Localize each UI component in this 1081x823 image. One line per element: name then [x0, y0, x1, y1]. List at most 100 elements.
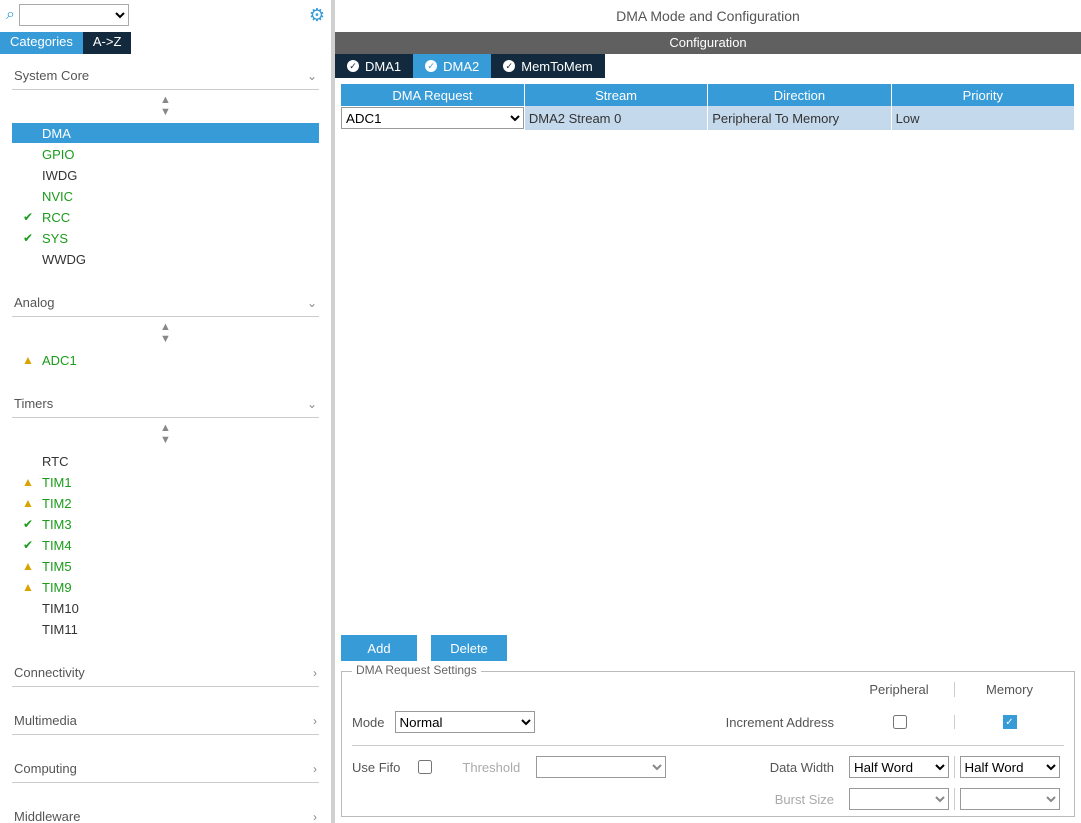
section-header-system-core[interactable]: System Core ⌄	[12, 62, 319, 90]
section-title: System Core	[14, 68, 89, 83]
left-panel: ⌕ ⚙ Categories A->Z System Core ⌄ ▲▼ DMA…	[0, 0, 335, 823]
warning-icon: ▲	[20, 580, 36, 594]
threshold-label: Threshold	[462, 760, 520, 775]
col-dma-request[interactable]: DMA Request	[341, 84, 524, 106]
list-item[interactable]: ▲ TIM2	[12, 493, 319, 513]
item-label: NVIC	[36, 189, 73, 204]
section-header-middleware[interactable]: Middleware ›	[12, 803, 319, 823]
list-item[interactable]: ▲ TIM5	[12, 556, 319, 576]
col-priority[interactable]: Priority	[891, 84, 1074, 106]
list-item[interactable]: DMA	[12, 123, 319, 143]
chevron-right-icon: ›	[313, 762, 317, 776]
warning-icon: ▲	[20, 496, 36, 510]
burst-size-label: Burst Size	[775, 792, 834, 807]
section-multimedia: Multimedia ›	[12, 707, 319, 735]
list-item[interactable]: ✔ TIM4	[12, 535, 319, 555]
section-system-core: System Core ⌄ ▲▼ DMA GPIO IWDG NVIC ✔ RC…	[12, 62, 319, 269]
data-width-peripheral-select[interactable]: Half Word	[849, 756, 949, 778]
page-title: DMA Mode and Configuration	[335, 0, 1081, 32]
item-label: SYS	[36, 231, 68, 246]
button-row: Add Delete	[335, 635, 1081, 661]
item-label: TIM10	[36, 601, 79, 616]
check-icon	[425, 60, 437, 72]
sort-icon[interactable]: ▲▼	[12, 90, 319, 122]
chevron-right-icon: ›	[313, 714, 317, 728]
warning-icon: ▲	[20, 353, 36, 367]
list-item[interactable]: ✔ RCC	[12, 207, 319, 227]
section-header-timers[interactable]: Timers ⌄	[12, 390, 319, 418]
list-item[interactable]: TIM10	[12, 598, 319, 618]
section-title: Multimedia	[14, 713, 77, 728]
list-item[interactable]: RTC	[12, 451, 319, 471]
check-icon: ✔	[20, 231, 36, 245]
tab-dma1[interactable]: DMA1	[335, 54, 413, 78]
right-panel: DMA Mode and Configuration Configuration…	[335, 0, 1081, 823]
section-middleware: Middleware ›	[12, 803, 319, 823]
chevron-down-icon: ⌄	[307, 69, 317, 83]
list-item[interactable]: TIM11	[12, 619, 319, 639]
category-scroll[interactable]: System Core ⌄ ▲▼ DMA GPIO IWDG NVIC ✔ RC…	[0, 54, 331, 823]
item-label: TIM2	[36, 496, 72, 511]
section-header-analog[interactable]: Analog ⌄	[12, 289, 319, 317]
settings-legend: DMA Request Settings	[352, 663, 481, 677]
item-label: ADC1	[36, 353, 77, 368]
cell-priority: Low	[891, 106, 1074, 130]
tab-label: DMA1	[365, 59, 401, 74]
increment-address-label: Increment Address	[726, 715, 834, 730]
burst-peripheral-select[interactable]	[849, 788, 949, 810]
list-item[interactable]: ✔ TIM3	[12, 514, 319, 534]
delete-button[interactable]: Delete	[431, 635, 507, 661]
list-item[interactable]: ▲ ADC1	[12, 350, 319, 370]
dma-request-settings: DMA Request Settings Peripheral Memory M…	[341, 671, 1075, 817]
table-row[interactable]: ADC1 DMA2 Stream 0 Peripheral To Memory …	[341, 106, 1075, 130]
search-select[interactable]	[19, 4, 129, 26]
item-label: TIM11	[36, 622, 78, 637]
increment-memory-checkbox[interactable]: ✓	[1003, 715, 1017, 729]
item-label: TIM9	[36, 580, 72, 595]
tab-categories[interactable]: Categories	[0, 32, 83, 54]
tab-memtomem[interactable]: MemToMem	[491, 54, 605, 78]
list-item[interactable]: IWDG	[12, 165, 319, 185]
cell-direction: Peripheral To Memory	[708, 106, 891, 130]
list-item[interactable]: GPIO	[12, 144, 319, 164]
chevron-right-icon: ›	[313, 666, 317, 680]
tab-label: DMA2	[443, 59, 479, 74]
list-item[interactable]: ▲ TIM1	[12, 472, 319, 492]
increment-peripheral-checkbox[interactable]	[893, 715, 907, 729]
tab-dma2[interactable]: DMA2	[413, 54, 491, 78]
search-icon[interactable]: ⌕	[6, 6, 15, 24]
list-item[interactable]: ▲ TIM9	[12, 577, 319, 597]
section-header-computing[interactable]: Computing ›	[12, 755, 319, 783]
list-item[interactable]: NVIC	[12, 186, 319, 206]
item-label: TIM3	[36, 517, 72, 532]
data-width-label: Data Width	[770, 760, 834, 775]
dma-request-select[interactable]: ADC1	[341, 107, 524, 129]
sort-icon[interactable]: ▲▼	[12, 418, 319, 450]
burst-memory-select[interactable]	[960, 788, 1060, 810]
use-fifo-checkbox[interactable]	[418, 760, 432, 774]
data-width-memory-select[interactable]: Half Word	[960, 756, 1060, 778]
section-header-connectivity[interactable]: Connectivity ›	[12, 659, 319, 687]
mode-select[interactable]: Normal	[395, 711, 535, 733]
configuration-bar: Configuration	[335, 32, 1081, 54]
tab-a-to-z[interactable]: A->Z	[83, 32, 132, 54]
threshold-select[interactable]	[536, 756, 666, 778]
section-header-multimedia[interactable]: Multimedia ›	[12, 707, 319, 735]
col-direction[interactable]: Direction	[708, 84, 891, 106]
gear-icon[interactable]: ⚙	[309, 5, 325, 26]
check-icon: ✔	[20, 517, 36, 531]
list-item[interactable]: WWDG	[12, 249, 319, 269]
item-label: TIM1	[36, 475, 72, 490]
col-stream[interactable]: Stream	[524, 84, 707, 106]
item-label: RTC	[36, 454, 68, 469]
list-item[interactable]: ✔ SYS	[12, 228, 319, 248]
search-row: ⌕ ⚙	[0, 0, 331, 30]
add-button[interactable]: Add	[341, 635, 417, 661]
check-icon	[347, 60, 359, 72]
left-tab-row: Categories A->Z	[0, 32, 331, 54]
sort-icon[interactable]: ▲▼	[12, 317, 319, 349]
chevron-down-icon: ⌄	[307, 296, 317, 310]
dma-tab-row: DMA1 DMA2 MemToMem	[335, 54, 1081, 78]
section-title: Timers	[14, 396, 53, 411]
section-title: Middleware	[14, 809, 80, 823]
